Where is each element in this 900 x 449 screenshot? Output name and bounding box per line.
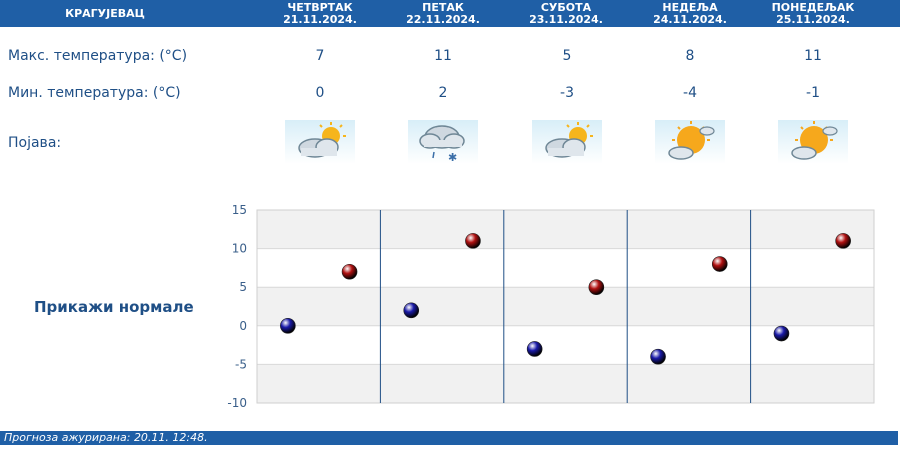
min-temp-value: 0 bbox=[315, 85, 325, 101]
day-header-3: СУБОТА 23.11.2024. bbox=[506, 0, 626, 27]
day-name: ПЕТАК bbox=[422, 0, 464, 14]
temp-point bbox=[526, 341, 543, 357]
max-temp-value: 8 bbox=[685, 48, 695, 64]
max-temp-value: 5 bbox=[562, 48, 572, 64]
max-temp-value: 7 bbox=[315, 48, 325, 64]
day-header-2: ПЕТАК 22.11.2024. bbox=[383, 0, 503, 27]
min-temp-value: 2 bbox=[438, 85, 448, 101]
y-tick-label: 15 bbox=[232, 203, 247, 217]
day-name: ЧЕТВРТАК bbox=[287, 0, 353, 14]
day-date: 25.11.2024. bbox=[776, 12, 850, 26]
min-temp-value: -3 bbox=[560, 85, 574, 101]
temperature-chart: 15 10 5 0 -5 -10 bbox=[227, 203, 875, 410]
temp-point bbox=[280, 318, 296, 334]
min-temp-value: -4 bbox=[683, 85, 697, 101]
grid-band bbox=[257, 210, 874, 249]
mostly-sunny-icon bbox=[778, 120, 848, 164]
temp-point bbox=[465, 233, 481, 249]
day-name: НЕДЕЉА bbox=[662, 0, 718, 14]
partly-cloudy-icon bbox=[532, 120, 602, 164]
y-tick-label: 5 bbox=[239, 280, 247, 294]
day-header-5: ПОНЕДЕЉАК 25.11.2024. bbox=[753, 0, 873, 27]
mostly-sunny-icon bbox=[655, 120, 725, 164]
max-temp-value: 11 bbox=[804, 48, 822, 64]
y-tick-label: 10 bbox=[232, 242, 247, 256]
forecast-updated-bar: Прогноза ажурирана: 20.11. 12:48. bbox=[0, 431, 898, 445]
day-header-1: ЧЕТВРТАК 21.11.2024. bbox=[260, 0, 380, 27]
max-temp-label: Макс. температура: (°C) bbox=[8, 48, 188, 64]
temp-point bbox=[341, 263, 358, 280]
grid-band bbox=[257, 364, 874, 403]
day-date: 23.11.2024. bbox=[529, 12, 603, 26]
show-normals-toggle[interactable]: Прикажи нормале bbox=[34, 298, 194, 316]
cloud-rain-snow-icon: ✱ bbox=[408, 120, 478, 164]
updated-value: 20.11. 12:48. bbox=[133, 431, 208, 444]
temp-point bbox=[650, 348, 666, 365]
y-tick-label: -10 bbox=[227, 396, 247, 410]
grid-band bbox=[257, 287, 874, 326]
forecast-header: КРАГУЈЕВАЦ ЧЕТВРТАК 21.11.2024. ПЕТАК 22… bbox=[0, 0, 900, 27]
temp-point bbox=[588, 279, 605, 295]
day-name: ПОНЕДЕЉАК bbox=[771, 0, 855, 14]
y-tick-label: -5 bbox=[235, 357, 247, 371]
day-header-4: НЕДЕЉА 24.11.2024. bbox=[630, 0, 750, 27]
temp-point bbox=[773, 325, 790, 342]
day-date: 21.11.2024. bbox=[283, 12, 357, 26]
day-date: 22.11.2024. bbox=[406, 12, 480, 26]
y-tick-label: 0 bbox=[239, 319, 247, 333]
city-name: КРАГУЈЕВАЦ bbox=[65, 6, 145, 20]
temp-point bbox=[835, 233, 851, 249]
phenomenon-label: Појава: bbox=[8, 135, 62, 151]
max-temp-value: 11 bbox=[434, 48, 452, 64]
svg-text:✱: ✱ bbox=[448, 151, 457, 164]
temp-point bbox=[711, 256, 728, 272]
day-date: 24.11.2024. bbox=[653, 12, 727, 26]
day-name: СУБОТА bbox=[540, 0, 592, 14]
min-temp-value: -1 bbox=[806, 85, 820, 101]
updated-label: Прогноза ажурирана: bbox=[4, 431, 131, 444]
min-temp-label: Мин. температура: (°C) bbox=[8, 85, 181, 101]
plot-frame bbox=[256, 209, 875, 404]
temp-point bbox=[403, 302, 420, 319]
partly-cloudy-icon bbox=[285, 120, 355, 164]
